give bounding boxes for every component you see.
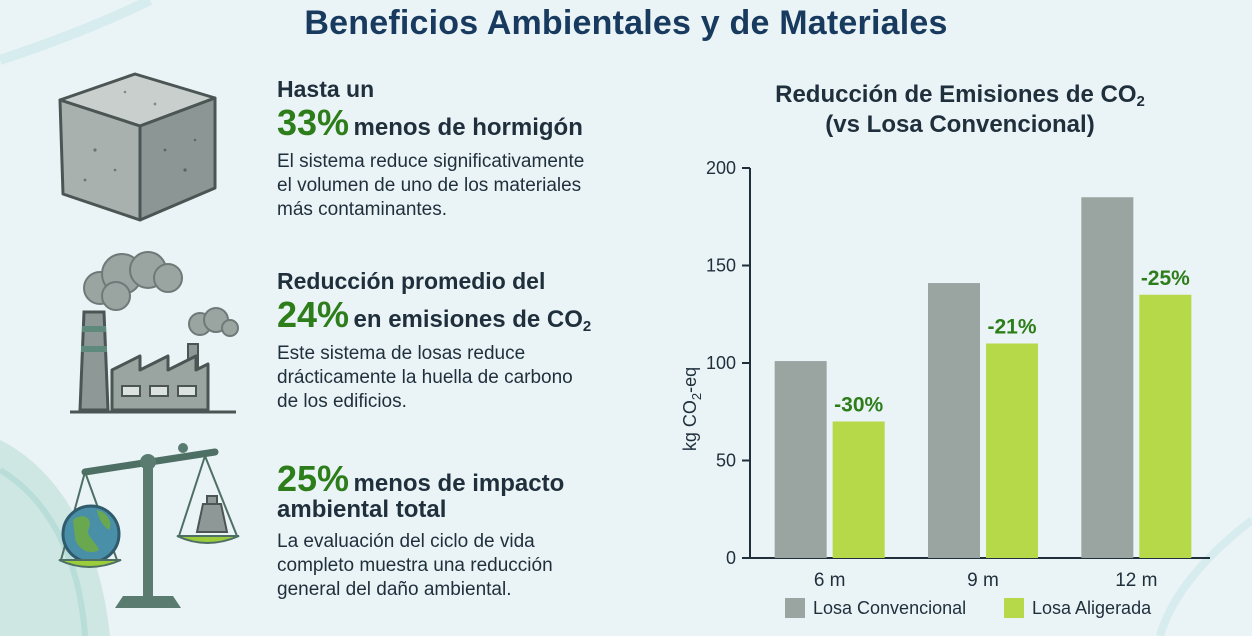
description-line: más contaminantes. bbox=[277, 199, 448, 220]
legend-item-conventional: Losa Convencional bbox=[785, 598, 966, 619]
y-tick-label: 200 bbox=[706, 158, 736, 178]
benefit-headline-line2: ambiental total bbox=[277, 496, 447, 523]
description-line: La evaluación del ciclo de vida bbox=[277, 531, 535, 552]
benefit-lead: Hasta un bbox=[277, 76, 375, 102]
y-tick-label: 50 bbox=[716, 451, 736, 471]
description-line: drácticamente la huella de carbono bbox=[277, 367, 573, 388]
description-line: el volumen de uno de los materiales bbox=[277, 175, 582, 196]
bar-conventional bbox=[1081, 197, 1134, 558]
legend-swatch bbox=[785, 598, 805, 618]
benefit-headline: en emisiones de CO2 bbox=[353, 306, 592, 335]
benefit-impact: 25% menos de impacto ambiental total La … bbox=[277, 458, 677, 602]
co2-bar-chart: 0 50 100 150 200 kg CO2-eq -30% 6 m -21% 9 m -25% 1… bbox=[680, 158, 1210, 590]
benefit-percent: 25% bbox=[277, 458, 350, 499]
benefit-percent: 24% bbox=[277, 294, 350, 335]
benefit-description: La evaluación del ciclo de vida completo… bbox=[277, 530, 677, 602]
subscript-2: 2 bbox=[582, 318, 592, 335]
bar-conventional bbox=[774, 361, 827, 558]
description-line: de los edificios. bbox=[277, 391, 407, 412]
description-line: general del daño ambiental. bbox=[277, 579, 512, 600]
y-tick-label: 150 bbox=[706, 256, 736, 276]
benefit-emissions: Reducción promedio del 24% en emisiones … bbox=[277, 266, 677, 414]
benefit-description: El sistema reduce significativamente el … bbox=[277, 150, 677, 222]
y-axis-label: kg CO2-eq bbox=[680, 367, 704, 451]
bar-aligerada bbox=[986, 343, 1038, 558]
chart-title: Reducción de Emisiones de CO2 bbox=[700, 80, 1220, 117]
concrete-cube-icon bbox=[58, 72, 217, 222]
balance-scale-icon bbox=[58, 443, 240, 608]
bar-data-label: -25% bbox=[1141, 267, 1190, 290]
legend-item-aligerada: Losa Aligerada bbox=[1004, 598, 1151, 619]
bar-data-label: -21% bbox=[987, 316, 1036, 339]
x-tick-label: 9 m bbox=[967, 570, 999, 590]
bar-aligerada bbox=[1139, 294, 1192, 558]
bar-aligerada bbox=[832, 421, 885, 558]
legend-label: Losa Convencional bbox=[813, 598, 967, 618]
description-line: Este sistema de losas reduce bbox=[277, 343, 526, 364]
x-tick-label: 6 m bbox=[814, 570, 846, 590]
y-tick-label: 100 bbox=[706, 353, 736, 373]
description-line: completo muestra una reducción bbox=[277, 555, 553, 576]
legend-swatch bbox=[1004, 598, 1024, 618]
benefit-headline: menos de hormigón bbox=[353, 114, 583, 141]
y-tick-label: 0 bbox=[726, 548, 736, 568]
legend-label: Losa Aligerada bbox=[1032, 598, 1152, 618]
chart-subtitle: (vs Losa Convencional) bbox=[825, 111, 1095, 138]
subscript-2: 2 bbox=[1136, 93, 1145, 110]
page-title: Beneficios Ambientales y de Materiales bbox=[304, 4, 948, 42]
factory-icon bbox=[70, 251, 239, 414]
benefit-percent: 33% bbox=[277, 102, 350, 143]
description-line: El sistema reduce significativamente bbox=[277, 151, 585, 172]
benefit-lead: Reducción promedio del bbox=[277, 268, 546, 294]
bar-data-label: -30% bbox=[834, 394, 883, 417]
benefit-headline: menos de impacto bbox=[353, 470, 565, 497]
benefit-headline-text: en emisiones de CO bbox=[353, 306, 583, 333]
bar-conventional bbox=[928, 283, 980, 558]
benefit-concrete: Hasta un 33% menos de hormigón El sistem… bbox=[277, 74, 677, 222]
chart-title-text: Reducción de Emisiones de CO bbox=[775, 81, 1137, 108]
x-tick-label: 12 m bbox=[1115, 570, 1157, 590]
benefit-description: Este sistema de losas reduce drácticamen… bbox=[277, 342, 677, 414]
